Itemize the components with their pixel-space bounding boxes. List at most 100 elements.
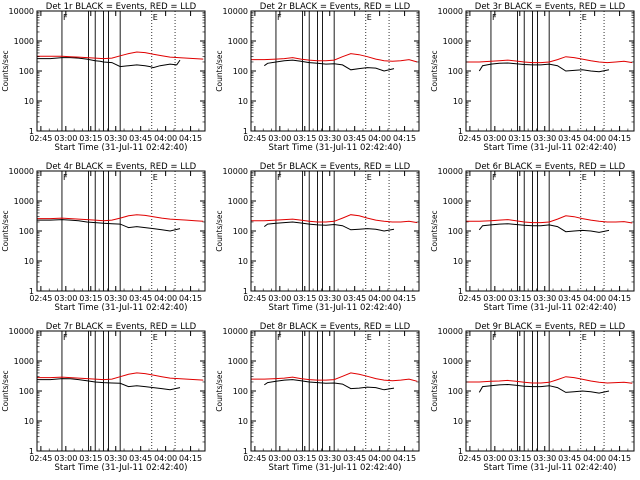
x-tick-label: 03:15	[293, 454, 316, 463]
y-tick-label: 1	[243, 287, 248, 296]
x-tick-label: 03:45	[129, 454, 152, 463]
x-tick-label: 03:30	[318, 134, 341, 143]
y-axis-label: Counts/sec	[430, 210, 439, 251]
x-tick-label: 03:00	[268, 454, 291, 463]
x-tick-label: 03:00	[54, 454, 77, 463]
y-tick-label: 10	[24, 97, 34, 106]
x-tick-label: 03:45	[558, 294, 581, 303]
x-tick-label: 04:00	[154, 134, 177, 143]
x-tick-label: 03:45	[343, 454, 366, 463]
x-tick-label: 03:00	[483, 134, 506, 143]
y-tick-label: 1000	[443, 357, 463, 366]
lld-series-line	[466, 215, 633, 224]
y-tick-label: 10000	[9, 167, 34, 176]
panel-title: Det 9r BLACK = Events, RED = LLD	[475, 322, 626, 332]
x-tick-label: 03:30	[104, 134, 127, 143]
y-tick-label: 1	[458, 287, 463, 296]
flag-marker: E	[367, 13, 372, 22]
y-tick-label: 1	[243, 127, 248, 136]
x-tick-label: 02:45	[29, 294, 52, 303]
lld-series-line	[37, 51, 204, 60]
lld-series-line	[37, 214, 204, 222]
y-tick-label: 1	[243, 447, 248, 456]
y-axis-label: Counts/sec	[430, 370, 439, 411]
events-series-line	[478, 62, 610, 73]
x-tick-label: 02:45	[458, 294, 481, 303]
flag-marker: F	[63, 173, 68, 182]
x-tick-label: 03:15	[293, 134, 316, 143]
x-axis-label: Start Time (31-Jul-11 02:42:40)	[269, 303, 402, 313]
y-tick-label: 10000	[223, 7, 248, 16]
x-tick-label: 04:00	[583, 134, 606, 143]
y-tick-label: 10	[453, 97, 463, 106]
x-tick-label: 04:00	[368, 294, 391, 303]
x-axis-label: Start Time (31-Jul-11 02:42:40)	[55, 463, 188, 473]
events-series-line	[37, 219, 181, 232]
y-axis-label: Counts/sec	[215, 370, 224, 411]
y-tick-label: 1	[458, 127, 463, 136]
flag-marker: F	[277, 173, 282, 182]
y-axis-label: Counts/sec	[215, 50, 224, 91]
y-tick-label: 10000	[223, 167, 248, 176]
x-axis-label: Start Time (31-Jul-11 02:42:40)	[484, 143, 617, 153]
flag-marker: E	[582, 13, 587, 22]
flag-marker: F	[492, 333, 497, 342]
x-tick-label: 03:15	[508, 454, 531, 463]
y-axis-label: Counts/sec	[430, 50, 439, 91]
x-tick-label: 02:45	[243, 134, 266, 143]
panel-title: Det 2r BLACK = Events, RED = LLD	[260, 2, 411, 12]
y-tick-label: 1000	[228, 197, 248, 206]
flag-marker: F	[63, 333, 68, 342]
flag-marker: F	[63, 13, 68, 22]
y-tick-label: 10000	[438, 327, 463, 336]
x-tick-label: 04:15	[179, 294, 202, 303]
x-tick-label: 04:00	[583, 454, 606, 463]
x-tick-label: 02:45	[29, 134, 52, 143]
flag-marker: E	[367, 173, 372, 182]
x-tick-label: 03:30	[318, 294, 341, 303]
x-tick-label: 04:00	[368, 134, 391, 143]
x-tick-label: 03:15	[508, 294, 531, 303]
flag-marker: F	[492, 173, 497, 182]
x-tick-label: 03:30	[533, 134, 556, 143]
x-axis-label: Start Time (31-Jul-11 02:42:40)	[484, 463, 617, 473]
x-tick-label: 04:15	[179, 454, 202, 463]
x-tick-label: 03:45	[129, 134, 152, 143]
x-tick-label: 03:00	[268, 134, 291, 143]
y-tick-label: 100	[233, 67, 248, 76]
flag-marker: F	[277, 333, 282, 342]
x-tick-label: 03:30	[318, 454, 341, 463]
x-tick-label: 04:00	[368, 454, 391, 463]
x-tick-label: 04:15	[608, 294, 631, 303]
y-tick-label: 100	[19, 227, 34, 236]
lld-series-line	[251, 214, 418, 224]
y-tick-label: 1	[29, 127, 34, 136]
y-tick-label: 10000	[9, 327, 34, 336]
x-tick-label: 02:45	[243, 294, 266, 303]
y-tick-label: 10	[453, 257, 463, 266]
x-tick-label: 04:15	[608, 454, 631, 463]
x-tick-label: 03:45	[343, 294, 366, 303]
y-axis-label: Counts/sec	[215, 210, 224, 251]
y-tick-label: 10	[238, 97, 248, 106]
y-tick-label: 10	[24, 417, 34, 426]
x-tick-label: 04:00	[154, 454, 177, 463]
y-tick-label: 10000	[438, 7, 463, 16]
x-tick-label: 03:15	[79, 454, 102, 463]
panel-title: Det 6r BLACK = Events, RED = LLD	[475, 162, 626, 172]
x-tick-label: 03:15	[79, 294, 102, 303]
y-tick-label: 10	[238, 257, 248, 266]
y-tick-label: 100	[19, 387, 34, 396]
panel-title: Det 4r BLACK = Events, RED = LLD	[46, 162, 197, 172]
x-tick-label: 04:15	[393, 134, 416, 143]
panel-title: Det 5r BLACK = Events, RED = LLD	[260, 162, 411, 172]
x-axis-label: Start Time (31-Jul-11 02:42:40)	[269, 463, 402, 473]
x-tick-label: 03:45	[129, 294, 152, 303]
x-tick-label: 03:15	[79, 134, 102, 143]
x-tick-label: 03:15	[293, 294, 316, 303]
